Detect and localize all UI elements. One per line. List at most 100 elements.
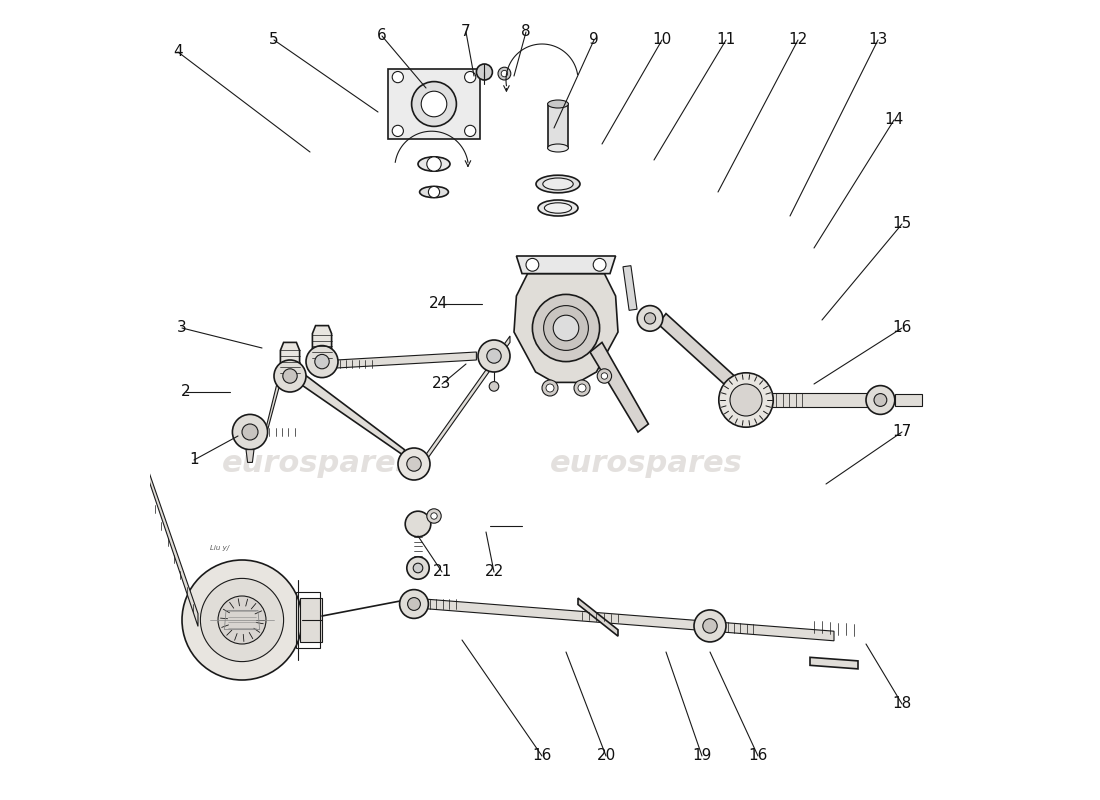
Text: 21: 21: [432, 565, 452, 579]
Text: 22: 22: [484, 565, 504, 579]
Polygon shape: [427, 599, 834, 641]
Text: 17: 17: [892, 425, 912, 439]
Polygon shape: [548, 104, 569, 148]
Polygon shape: [516, 256, 616, 274]
Circle shape: [398, 448, 430, 480]
Circle shape: [408, 598, 420, 610]
Ellipse shape: [544, 202, 572, 214]
Polygon shape: [387, 70, 481, 138]
Circle shape: [399, 590, 428, 618]
Polygon shape: [578, 598, 618, 636]
Circle shape: [232, 414, 267, 450]
Circle shape: [421, 91, 447, 117]
Circle shape: [543, 306, 588, 350]
Circle shape: [703, 618, 717, 633]
Ellipse shape: [548, 144, 569, 152]
Text: 18: 18: [892, 697, 912, 711]
Circle shape: [578, 384, 586, 392]
Circle shape: [490, 382, 498, 391]
Circle shape: [476, 64, 493, 80]
Circle shape: [718, 373, 773, 427]
Text: 10: 10: [652, 33, 672, 47]
Circle shape: [694, 610, 726, 642]
Polygon shape: [514, 274, 618, 382]
Circle shape: [574, 380, 590, 396]
Circle shape: [283, 369, 297, 383]
Text: 16: 16: [748, 749, 768, 763]
Circle shape: [242, 424, 258, 440]
Circle shape: [182, 560, 302, 680]
Text: 19: 19: [692, 749, 712, 763]
Ellipse shape: [538, 200, 578, 216]
Circle shape: [730, 384, 762, 416]
Polygon shape: [266, 370, 280, 436]
Circle shape: [866, 386, 894, 414]
Text: 9: 9: [590, 33, 598, 47]
Polygon shape: [590, 342, 648, 432]
Circle shape: [431, 513, 437, 519]
Circle shape: [315, 354, 329, 369]
Circle shape: [874, 394, 887, 406]
Polygon shape: [142, 452, 198, 626]
Polygon shape: [402, 456, 422, 472]
Circle shape: [498, 67, 510, 80]
Text: 3: 3: [177, 321, 187, 335]
Text: 11: 11: [716, 33, 736, 47]
Circle shape: [407, 457, 421, 471]
Polygon shape: [298, 370, 405, 456]
Text: 7: 7: [461, 25, 471, 39]
Circle shape: [393, 71, 404, 82]
Circle shape: [602, 373, 607, 379]
Circle shape: [637, 306, 663, 331]
Text: 13: 13: [868, 33, 888, 47]
Polygon shape: [894, 394, 922, 406]
Ellipse shape: [542, 178, 573, 190]
Circle shape: [427, 157, 441, 171]
Circle shape: [464, 126, 476, 137]
Circle shape: [546, 384, 554, 392]
Polygon shape: [422, 336, 510, 466]
Circle shape: [464, 71, 476, 82]
Circle shape: [478, 340, 510, 372]
Text: 24: 24: [428, 297, 448, 311]
Text: 12: 12: [789, 33, 807, 47]
Circle shape: [502, 70, 507, 77]
Polygon shape: [771, 393, 874, 407]
Bar: [623, 266, 637, 310]
Circle shape: [542, 380, 558, 396]
Ellipse shape: [536, 175, 580, 193]
Ellipse shape: [418, 157, 450, 171]
Text: 16: 16: [892, 321, 912, 335]
Circle shape: [200, 578, 284, 662]
Text: eurospares: eurospares: [221, 450, 415, 478]
Polygon shape: [810, 658, 858, 669]
Polygon shape: [658, 314, 738, 388]
Text: 6: 6: [377, 29, 387, 43]
Text: 2: 2: [182, 385, 190, 399]
Text: 23: 23: [432, 377, 452, 391]
Polygon shape: [246, 450, 254, 462]
Circle shape: [393, 126, 404, 137]
Circle shape: [405, 511, 431, 537]
Polygon shape: [280, 342, 299, 376]
Text: 20: 20: [596, 749, 616, 763]
Text: 14: 14: [884, 113, 903, 127]
Text: 15: 15: [892, 217, 912, 231]
Circle shape: [645, 313, 656, 324]
Circle shape: [526, 258, 539, 271]
Circle shape: [414, 563, 422, 573]
Text: 16: 16: [532, 749, 552, 763]
Text: 4: 4: [173, 45, 183, 59]
Text: 1: 1: [189, 453, 199, 467]
Circle shape: [306, 346, 338, 378]
Ellipse shape: [419, 186, 449, 198]
Text: eurospares: eurospares: [550, 450, 742, 478]
Ellipse shape: [548, 100, 569, 108]
Circle shape: [532, 294, 600, 362]
Polygon shape: [337, 352, 476, 368]
Polygon shape: [312, 326, 331, 360]
Circle shape: [428, 186, 440, 198]
Circle shape: [411, 82, 456, 126]
Text: 8: 8: [521, 25, 531, 39]
Circle shape: [593, 258, 606, 271]
